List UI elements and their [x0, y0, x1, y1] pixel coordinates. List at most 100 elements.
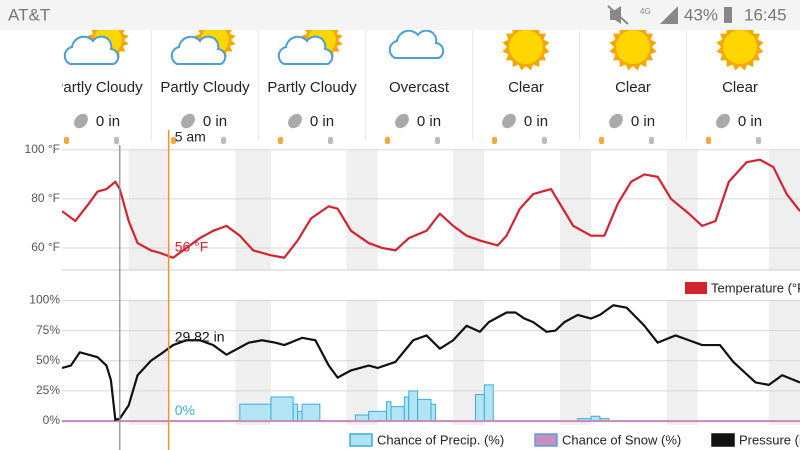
precip-step — [386, 401, 392, 422]
cloud — [170, 35, 227, 65]
y-tick-label: 0% — [43, 413, 61, 427]
drop-icon — [502, 113, 516, 129]
night-band — [768, 300, 800, 426]
condition: Partly Cloudy — [53, 79, 143, 96]
precip: 0 in — [631, 113, 655, 130]
forecast-strip: Partly Cloudy 0 in Partly Cloudy 0 in Partly… — [53, 30, 764, 144]
precip-step — [483, 384, 494, 422]
precip: 0 in — [738, 113, 762, 130]
precip: 0 in — [417, 113, 441, 130]
series-line — [62, 158, 800, 259]
weather-icon — [502, 30, 550, 71]
legend-label: Temperature (°F) — [711, 280, 800, 295]
precip-step — [368, 410, 388, 422]
battery-level: 43% — [684, 5, 718, 24]
legend-swatch — [685, 282, 707, 294]
mini-icon — [706, 137, 711, 144]
night-band — [346, 149, 378, 270]
y-tick-label: 60 °F — [31, 240, 60, 254]
series-line — [62, 304, 800, 421]
mini-icon — [492, 137, 497, 144]
weather-icon — [277, 30, 343, 65]
night-band — [453, 149, 485, 270]
precip: 0 in — [203, 113, 227, 130]
night-band — [128, 149, 169, 270]
night-band — [346, 300, 378, 426]
precip-step — [297, 410, 303, 422]
precip-step — [403, 396, 410, 422]
precip-step — [292, 403, 299, 422]
cursor-label: 5 am — [175, 129, 206, 145]
condition: Overcast — [389, 79, 450, 96]
readout: 56 °F — [175, 239, 209, 255]
condition: Partly Cloudy — [160, 79, 250, 96]
y-tick-label: 50% — [36, 353, 60, 367]
carrier: AT&T — [8, 5, 50, 24]
drop-icon — [288, 113, 302, 129]
y-tick-label: 25% — [36, 383, 60, 397]
mini-icon — [221, 137, 226, 144]
status-bar — [0, 0, 800, 30]
mini-icon — [756, 137, 761, 144]
weather-icon — [609, 30, 657, 71]
sun — [509, 30, 543, 64]
plots — [62, 149, 800, 426]
condition: Clear — [508, 79, 544, 96]
mini-icon — [171, 137, 176, 144]
precip-step — [474, 394, 485, 422]
mini-icon — [599, 137, 604, 144]
mini-icon — [385, 137, 390, 144]
cloud — [388, 30, 445, 59]
night-band — [666, 300, 698, 426]
precip-step — [239, 403, 272, 422]
precip-step — [430, 403, 436, 422]
legend-label: Chance of Precip. (%) — [377, 432, 504, 447]
precip-step — [417, 398, 432, 422]
mini-icon — [278, 137, 283, 144]
cloud — [63, 35, 120, 65]
battery-icon — [724, 7, 732, 23]
precip: 0 in — [310, 113, 334, 130]
readout: 29.82 in — [175, 329, 225, 345]
condition: Clear — [722, 79, 758, 96]
legend-swatch — [534, 433, 558, 447]
sun — [616, 30, 650, 64]
y-tick-label: 75% — [36, 323, 60, 337]
precip-step — [270, 396, 294, 422]
y-tick-label: 100 °F — [25, 142, 60, 156]
clock: 16:45 — [744, 5, 787, 24]
cloud — [277, 35, 334, 65]
mini-icon — [649, 137, 654, 144]
mini-icon — [114, 137, 119, 144]
precip: 0 in — [524, 113, 548, 130]
weather-icon — [63, 30, 129, 65]
mini-icon — [542, 137, 547, 144]
drop-icon — [395, 113, 409, 129]
drop-icon — [181, 113, 195, 129]
precip-step — [301, 403, 321, 422]
overlay: 60 °F 80 °F 100 °F 56 °F Temperature (°F) 5 a… — [25, 129, 800, 450]
legend-label: Chance of Snow (%) — [562, 432, 681, 447]
legend-swatch — [349, 433, 373, 447]
weather-icon — [716, 30, 764, 71]
drop-icon — [74, 113, 88, 129]
mini-icon — [328, 137, 333, 144]
weather-icon — [388, 30, 445, 59]
condition: Partly Cloudy — [267, 79, 357, 96]
precip-step — [408, 390, 419, 422]
status-icons: 4G — [607, 5, 678, 25]
night-band — [235, 149, 271, 270]
svg-text:4G: 4G — [640, 7, 651, 16]
mini-icon — [64, 137, 69, 144]
night-band — [559, 149, 592, 270]
legend-swatch — [711, 433, 735, 447]
drop-icon — [609, 113, 623, 129]
condition: Clear — [615, 79, 651, 96]
sun — [723, 30, 757, 64]
readout: 0% — [175, 402, 195, 418]
precip-step — [390, 406, 405, 422]
y-tick-label: 100% — [29, 293, 60, 307]
night-band — [559, 300, 592, 426]
